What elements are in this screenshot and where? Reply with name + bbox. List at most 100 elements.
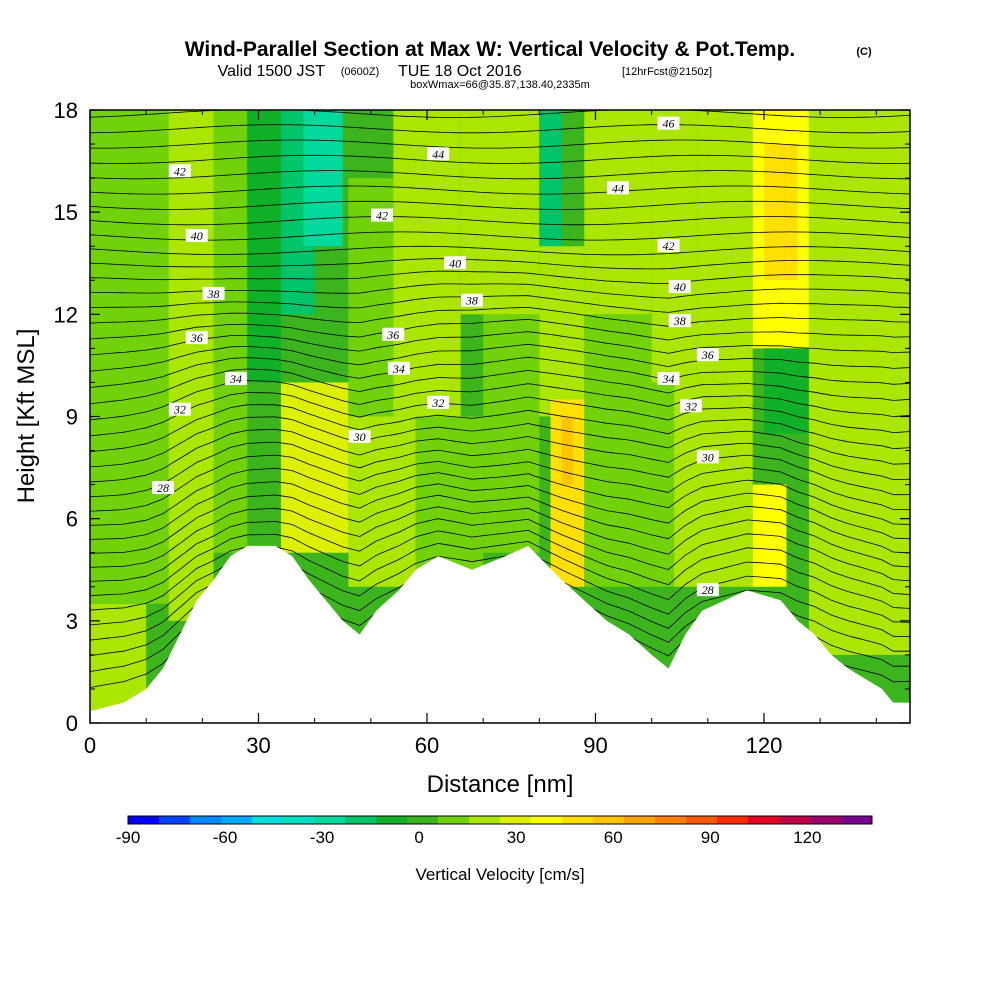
- contour-label-box: [185, 229, 208, 243]
- colorbar-swatch: [748, 816, 780, 824]
- theta-isoline: [89, 154, 911, 164]
- contour-label-box: [225, 372, 248, 386]
- contour-label: 46: [657, 116, 680, 131]
- contour-label-box: [696, 450, 719, 464]
- theta-isoline: [89, 170, 910, 180]
- colorbar-swatch: [345, 816, 377, 824]
- valid-time: Valid 1500 JST: [218, 63, 326, 80]
- contour-label-text: 34: [661, 372, 674, 386]
- contour-label-text: 30: [701, 450, 714, 464]
- theta-isoline: [89, 124, 911, 134]
- contour-label: 36: [382, 327, 405, 342]
- colorbar-swatch: [469, 816, 501, 824]
- theta-isoline: [89, 318, 910, 341]
- y-tick-label: 18: [54, 98, 78, 123]
- colorbar-swatch: [655, 816, 687, 824]
- theta-isoline: [89, 467, 911, 526]
- velocity-cell: [763, 144, 798, 281]
- theta-isoline: [89, 356, 911, 388]
- colorbar-swatch: [531, 816, 563, 824]
- contour-label-text: 40: [449, 256, 461, 270]
- theta-isoline: [89, 481, 911, 540]
- theta-isoline: [89, 200, 911, 210]
- plot-area: 42 40 38 36 34 32 28 44 42 40 38 36 34 32 30 46 44 42 40 38…: [89, 109, 911, 724]
- contour-label-text: 30: [353, 430, 366, 444]
- velocity-cell: [303, 110, 343, 247]
- contour-labels: 42 40 38 36 34 32 28 44 42 40 38 36 34 32 30 46 44 42 40 38…: [152, 116, 719, 597]
- velocity-cell: [561, 416, 574, 485]
- colorbar-swatch: [624, 816, 656, 824]
- contour-label-text: 34: [229, 372, 242, 386]
- contour-label: 32: [168, 402, 191, 417]
- colorbar-swatch: [779, 816, 811, 824]
- colorbar-swatch: [562, 816, 594, 824]
- colorbar-tick-label: 90: [701, 828, 720, 847]
- contour-label: 38: [668, 314, 691, 328]
- velocity-cell: [280, 382, 349, 553]
- colorbar-swatch: [159, 816, 191, 824]
- velocity-cell: [696, 110, 753, 383]
- contour-label-box: [696, 348, 719, 362]
- theta-isoline: [89, 231, 911, 241]
- theta-isoline: [89, 416, 911, 468]
- theta-isoline: [89, 216, 911, 226]
- contour-label-text: 38: [465, 294, 478, 308]
- colorbar-swatch: [686, 816, 718, 824]
- chart-title: Wind-Parallel Section at Max W: Vertical…: [185, 38, 796, 61]
- theta-isoline: [90, 283, 911, 299]
- theta-isoline: [89, 529, 911, 597]
- valid-date: TUE 18 Oct 2016: [398, 63, 522, 80]
- colorbar-swatch: [841, 816, 873, 824]
- colorbar-swatch: [376, 816, 408, 824]
- theta-isoline: [89, 454, 911, 512]
- contour-label-box: [202, 286, 225, 300]
- contour-label-box: [382, 327, 405, 341]
- contour-label-box: [606, 181, 629, 195]
- contour-label-text: 32: [684, 399, 697, 413]
- contour-label: 44: [427, 147, 450, 161]
- contour-label: 42: [168, 164, 191, 178]
- colorbar-label: Vertical Velocity [cm/s]: [415, 865, 584, 884]
- valid-utc: (0600Z): [341, 66, 380, 78]
- colorbar-swatch: [717, 816, 749, 824]
- velocity-cell: [348, 416, 416, 587]
- x-tick-label: 30: [246, 733, 270, 758]
- contour-label: 36: [696, 348, 719, 362]
- contour-label-text: 40: [191, 229, 203, 243]
- theta-isoline: [89, 494, 911, 554]
- contour-label-text: 36: [386, 328, 399, 342]
- contour-label-box: [168, 402, 191, 416]
- contour-label-box: [152, 481, 175, 495]
- colorbar-swatch: [252, 816, 284, 824]
- theta-isoline: [89, 392, 911, 437]
- velocity-cell: [483, 314, 540, 553]
- theta-isoline: [89, 540, 911, 611]
- colorbar-swatch: [221, 816, 253, 824]
- velocity-cell: [415, 416, 484, 570]
- contour-label-box: [657, 372, 680, 386]
- contour-label-text: 32: [431, 396, 444, 410]
- x-axis-label: Distance [nm]: [427, 771, 574, 798]
- colorbar-swatch: [810, 816, 842, 824]
- contour-label: 40: [185, 229, 208, 243]
- velocity-cell: [674, 382, 753, 587]
- contour-label: 30: [696, 450, 719, 464]
- colorbar-swatch: [128, 816, 160, 824]
- colorbar-tick-label: -60: [213, 828, 238, 847]
- colorbar-tick-label: 0: [414, 828, 423, 847]
- y-tick-label: 3: [66, 609, 78, 634]
- contour-label-text: 44: [612, 181, 624, 195]
- colorbar: [127, 815, 873, 825]
- contour-label: 34: [657, 372, 680, 386]
- colorbar-tick-label: 30: [507, 828, 526, 847]
- contour-label-text: 40: [674, 280, 686, 294]
- box-info: boxWmax=66@35.87,138.40,2335m: [410, 79, 590, 91]
- y-axis-label: Height [Kft MSL]: [13, 329, 40, 504]
- theta-isoline: [90, 139, 911, 149]
- colorbar-swatch: [190, 816, 222, 824]
- y-tick-label: 12: [54, 302, 78, 327]
- x-tick-label: 60: [415, 733, 439, 758]
- contour-label: 34: [387, 361, 410, 376]
- contour-label-text: 42: [174, 164, 186, 178]
